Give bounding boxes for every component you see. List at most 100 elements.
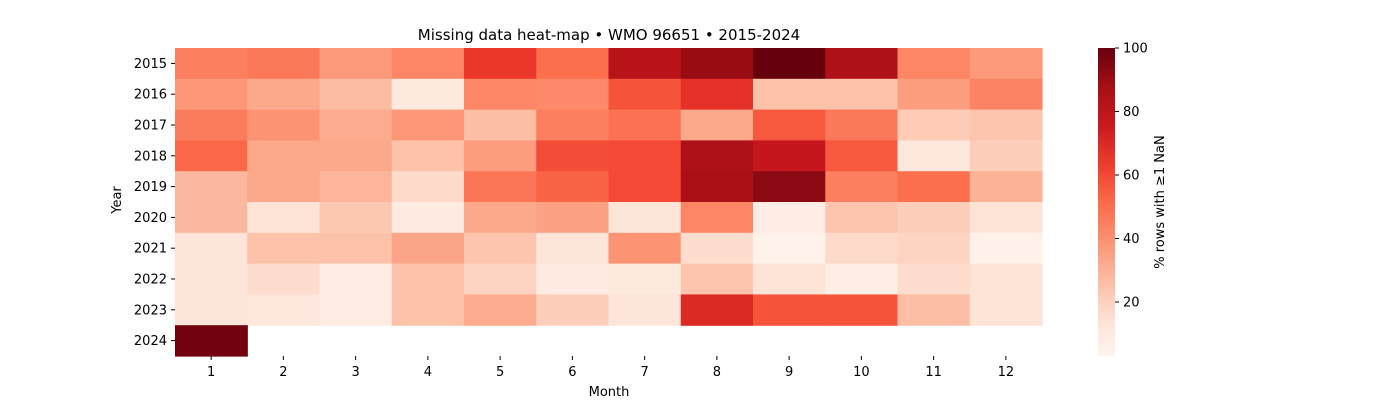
colorbar-tick-label: 20 <box>1123 296 1140 311</box>
y-tick-label: 2024 <box>134 334 167 349</box>
heatmap-cell <box>969 140 1043 172</box>
heatmap-cell <box>247 78 321 111</box>
heatmap-cell <box>319 109 393 141</box>
heatmap-cell <box>536 202 610 234</box>
heatmap-cell <box>175 171 248 203</box>
heatmap-cell <box>536 263 610 295</box>
colorbar-tick-label: 80 <box>1123 105 1140 120</box>
heatmap-cell <box>391 202 465 234</box>
heatmap-cell <box>391 109 465 141</box>
heatmap-cell <box>753 294 826 326</box>
heatmap-cell <box>897 109 971 141</box>
heatmap-cell <box>536 294 610 326</box>
heatmap-cell <box>608 263 682 295</box>
x-tick-label: 12 <box>998 365 1015 380</box>
heatmap-cell <box>247 171 321 203</box>
heatmap-cell <box>753 171 826 203</box>
heatmap-cell <box>608 48 682 80</box>
heatmap-cell <box>825 294 899 326</box>
heatmap-cell <box>897 232 971 265</box>
heatmap-cell <box>319 78 393 111</box>
heatmap-cell <box>175 202 248 234</box>
heatmap-cell <box>175 263 248 295</box>
heatmap-cell <box>897 294 971 326</box>
heatmap-cell <box>608 232 682 265</box>
heatmap-cell <box>825 232 899 265</box>
y-tick-label: 2020 <box>134 211 167 226</box>
heatmap-cell <box>753 232 826 265</box>
heatmap-cell <box>897 140 971 172</box>
heatmap-cell <box>391 140 465 172</box>
heatmap-cell <box>536 232 610 265</box>
heatmap-cell <box>608 294 682 326</box>
heatmap-cell <box>680 202 754 234</box>
y-tick-label: 2015 <box>134 57 167 72</box>
heatmap-cell <box>680 78 754 111</box>
heatmap-cell <box>680 294 754 326</box>
x-tick-label: 4 <box>424 365 432 380</box>
y-tick-label: 2022 <box>134 273 167 288</box>
heatmap-cell <box>608 109 682 141</box>
heatmap-cell <box>825 78 899 111</box>
heatmap-cell <box>608 78 682 111</box>
heatmap-cell <box>969 109 1043 141</box>
heatmap-cell <box>319 232 393 265</box>
heatmap-cell <box>464 232 537 265</box>
heatmap-cell <box>464 294 537 326</box>
heatmap-cell <box>969 171 1043 203</box>
heatmap-cell <box>247 294 321 326</box>
heatmap-cell <box>247 109 321 141</box>
x-tick-label: 10 <box>853 365 870 380</box>
x-tick-label: 8 <box>713 365 721 380</box>
heatmap-cell <box>175 48 248 80</box>
heatmap-cell <box>464 171 537 203</box>
x-tick-label: 3 <box>351 365 359 380</box>
heatmap-cell <box>825 140 899 172</box>
heatmap-cell <box>464 263 537 295</box>
heatmap-cell <box>247 232 321 265</box>
x-axis-label: Month <box>589 385 630 400</box>
heatmap-cell <box>536 78 610 111</box>
heatmap-cell <box>391 232 465 265</box>
heatmap-cell <box>319 48 393 80</box>
chart-title: Missing data heat-map • WMO 96651 • 2015… <box>418 26 800 44</box>
heatmap-cell <box>825 48 899 80</box>
heatmap-cell <box>608 140 682 172</box>
colorbar-ticks: 20 40 60 80 100 <box>1115 42 1148 311</box>
x-tick-label: 9 <box>785 365 793 380</box>
y-tick-label: 2023 <box>134 303 167 318</box>
heatmap-cell <box>319 202 393 234</box>
heatmap-cell <box>175 294 248 326</box>
heatmap-cell <box>391 263 465 295</box>
y-tick-label: 2017 <box>134 119 167 134</box>
heatmap-cell <box>680 171 754 203</box>
heatmap-cell <box>464 202 537 234</box>
heatmap-cell <box>897 48 971 80</box>
heatmap-cell <box>536 140 610 172</box>
heatmap-cell <box>175 78 248 111</box>
x-tick-label: 6 <box>568 365 576 380</box>
heatmap-cell <box>319 171 393 203</box>
x-tick-label: 7 <box>640 365 648 380</box>
heatmap-cell <box>391 171 465 203</box>
x-tick-label: 5 <box>496 365 504 380</box>
heatmap-cell <box>825 171 899 203</box>
heatmap-cell <box>175 140 248 172</box>
y-tick-label: 2021 <box>134 242 167 257</box>
heatmap-cell <box>753 202 826 234</box>
y-tick-label: 2019 <box>134 180 167 195</box>
heatmap-cell <box>753 48 826 80</box>
colorbar-tick-label: 60 <box>1123 169 1140 184</box>
heatmap-cell <box>247 48 321 80</box>
heatmap-cell <box>464 48 537 80</box>
heatmap-cell <box>319 263 393 295</box>
heatmap-cell <box>608 171 682 203</box>
heatmap-cell <box>247 140 321 172</box>
heatmap-cell <box>608 202 682 234</box>
heatmap-cell <box>680 140 754 172</box>
heatmap-cell <box>175 325 248 357</box>
y-axis-label: Year <box>110 186 125 215</box>
heatmap-cell <box>391 48 465 80</box>
heatmap-cell <box>753 263 826 295</box>
